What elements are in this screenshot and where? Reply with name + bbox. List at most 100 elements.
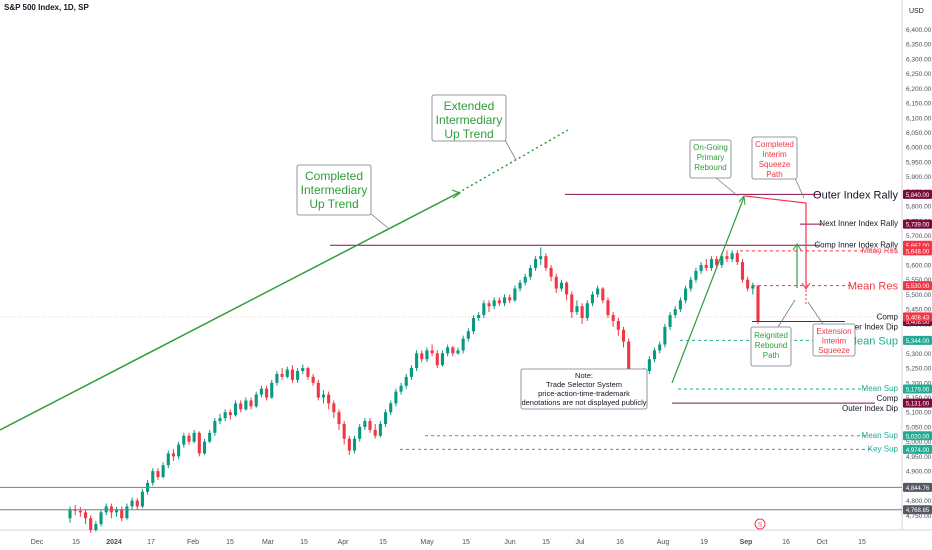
candle-body (616, 320, 620, 330)
price-badge-label: 5,020.00 (906, 434, 930, 440)
candle-body (440, 353, 445, 366)
candle-body (208, 432, 212, 442)
candle-body (435, 353, 439, 366)
candle-body (327, 394, 331, 404)
y-tick-label: 6,100.00 (906, 115, 932, 122)
candle-body (735, 253, 739, 263)
candle-body (647, 359, 651, 371)
price-badge (903, 281, 932, 291)
y-tick-label: 6,350.00 (906, 42, 932, 49)
y-tick-label: 5,550.00 (906, 277, 932, 284)
candle-body (306, 368, 310, 377)
price-badge-label: 5,739.00 (906, 223, 930, 229)
currency-label: USD (909, 8, 924, 15)
candle-body (290, 369, 294, 380)
x-tick-label: 15 (226, 539, 234, 546)
completed-trend-text: Up Trend (309, 197, 358, 211)
candle-body (259, 388, 263, 395)
candle-body (466, 331, 470, 339)
x-tick-label: Sep (740, 539, 753, 546)
candle-body (99, 512, 103, 525)
note-text: denotations are not displayed publicly (521, 398, 646, 407)
note-callout (520, 368, 648, 410)
candle-body (275, 373, 279, 383)
candle-body (658, 344, 662, 351)
x-tick-label: 2024 (106, 539, 122, 546)
candle-body (265, 388, 269, 398)
candle-body (502, 297, 507, 304)
y-tick-label: 6,400.00 (906, 27, 932, 34)
candle-body (420, 353, 424, 360)
candle-body (621, 329, 626, 342)
y-tick-label: 5,100.00 (906, 410, 932, 417)
candle-body (404, 376, 408, 386)
candle-body (197, 432, 201, 454)
candle-body (575, 306, 579, 313)
candle-body (590, 294, 595, 304)
candle-body (673, 309, 677, 316)
level-label: Mean Sup (862, 431, 899, 440)
candle-body (368, 421, 372, 430)
reignited-text: Path (763, 351, 779, 360)
reignited-text: Reignited (754, 331, 788, 340)
price-badge-label: 5,648.00 (906, 249, 930, 255)
candle-body (249, 400, 253, 407)
candle-body (311, 376, 315, 383)
candle-body (399, 385, 403, 392)
trend-arrow (451, 189, 462, 199)
callout-pointer (714, 176, 739, 197)
candle-body (347, 438, 351, 451)
event-icon-glyph: S (758, 523, 762, 529)
squeeze-path (744, 195, 807, 288)
y-tick-label: 5,800.00 (906, 204, 932, 211)
candle-body (477, 315, 481, 318)
callout-pointer (369, 212, 389, 229)
price-badge (903, 335, 932, 345)
price-badge-label: 5,408.00 (906, 320, 930, 326)
y-tick-label: 6,300.00 (906, 56, 932, 63)
candle-body (699, 265, 703, 271)
callout-pointer (807, 301, 824, 325)
extension-text: Interim (822, 337, 847, 346)
candle-body (68, 509, 72, 519)
reignited-arrow (792, 243, 802, 251)
x-tick-label: Jul (576, 539, 585, 546)
level-label: Outer Index Rally (813, 189, 898, 201)
candle-body (430, 350, 434, 354)
x-tick-label: 15 (72, 539, 80, 546)
y-tick-label: 5,250.00 (906, 366, 932, 373)
candle-body (187, 435, 191, 442)
x-tick-label: 19 (700, 539, 708, 546)
candle-body (83, 512, 88, 519)
ongoing-text: Primary (697, 153, 725, 162)
squeeze-callout (751, 136, 798, 180)
note-text: price-action-time-trademark (538, 389, 630, 398)
x-tick-label: 15 (379, 539, 387, 546)
y-tick-label: 5,700.00 (906, 233, 932, 240)
reignited-callout (750, 326, 792, 367)
rebound-line (671, 196, 745, 384)
level-label: Mean Res (848, 281, 899, 293)
candle-body (492, 300, 496, 307)
candle-body (668, 315, 672, 327)
squeeze-text: Squeeze (759, 160, 791, 169)
candle-body (684, 288, 688, 301)
ongoing-text: Rebound (694, 163, 726, 172)
price-badge-label: 5,344.00 (906, 339, 930, 345)
candle-body (337, 412, 341, 424)
candle-body (202, 441, 207, 454)
completed-trend-line (0, 192, 459, 431)
candle-body (363, 421, 367, 427)
extended-trend-text: Up Trend (444, 127, 493, 141)
level-label: Comp (877, 313, 899, 322)
candle-body (244, 400, 248, 410)
candle-body (389, 403, 393, 413)
callout-pointer (777, 299, 796, 328)
price-badge (903, 482, 932, 492)
y-tick-label: 5,950.00 (906, 159, 932, 166)
candle-body (239, 403, 243, 410)
squeeze-text: Interim (762, 150, 787, 159)
candle-body (725, 256, 729, 260)
price-badge (903, 219, 932, 229)
